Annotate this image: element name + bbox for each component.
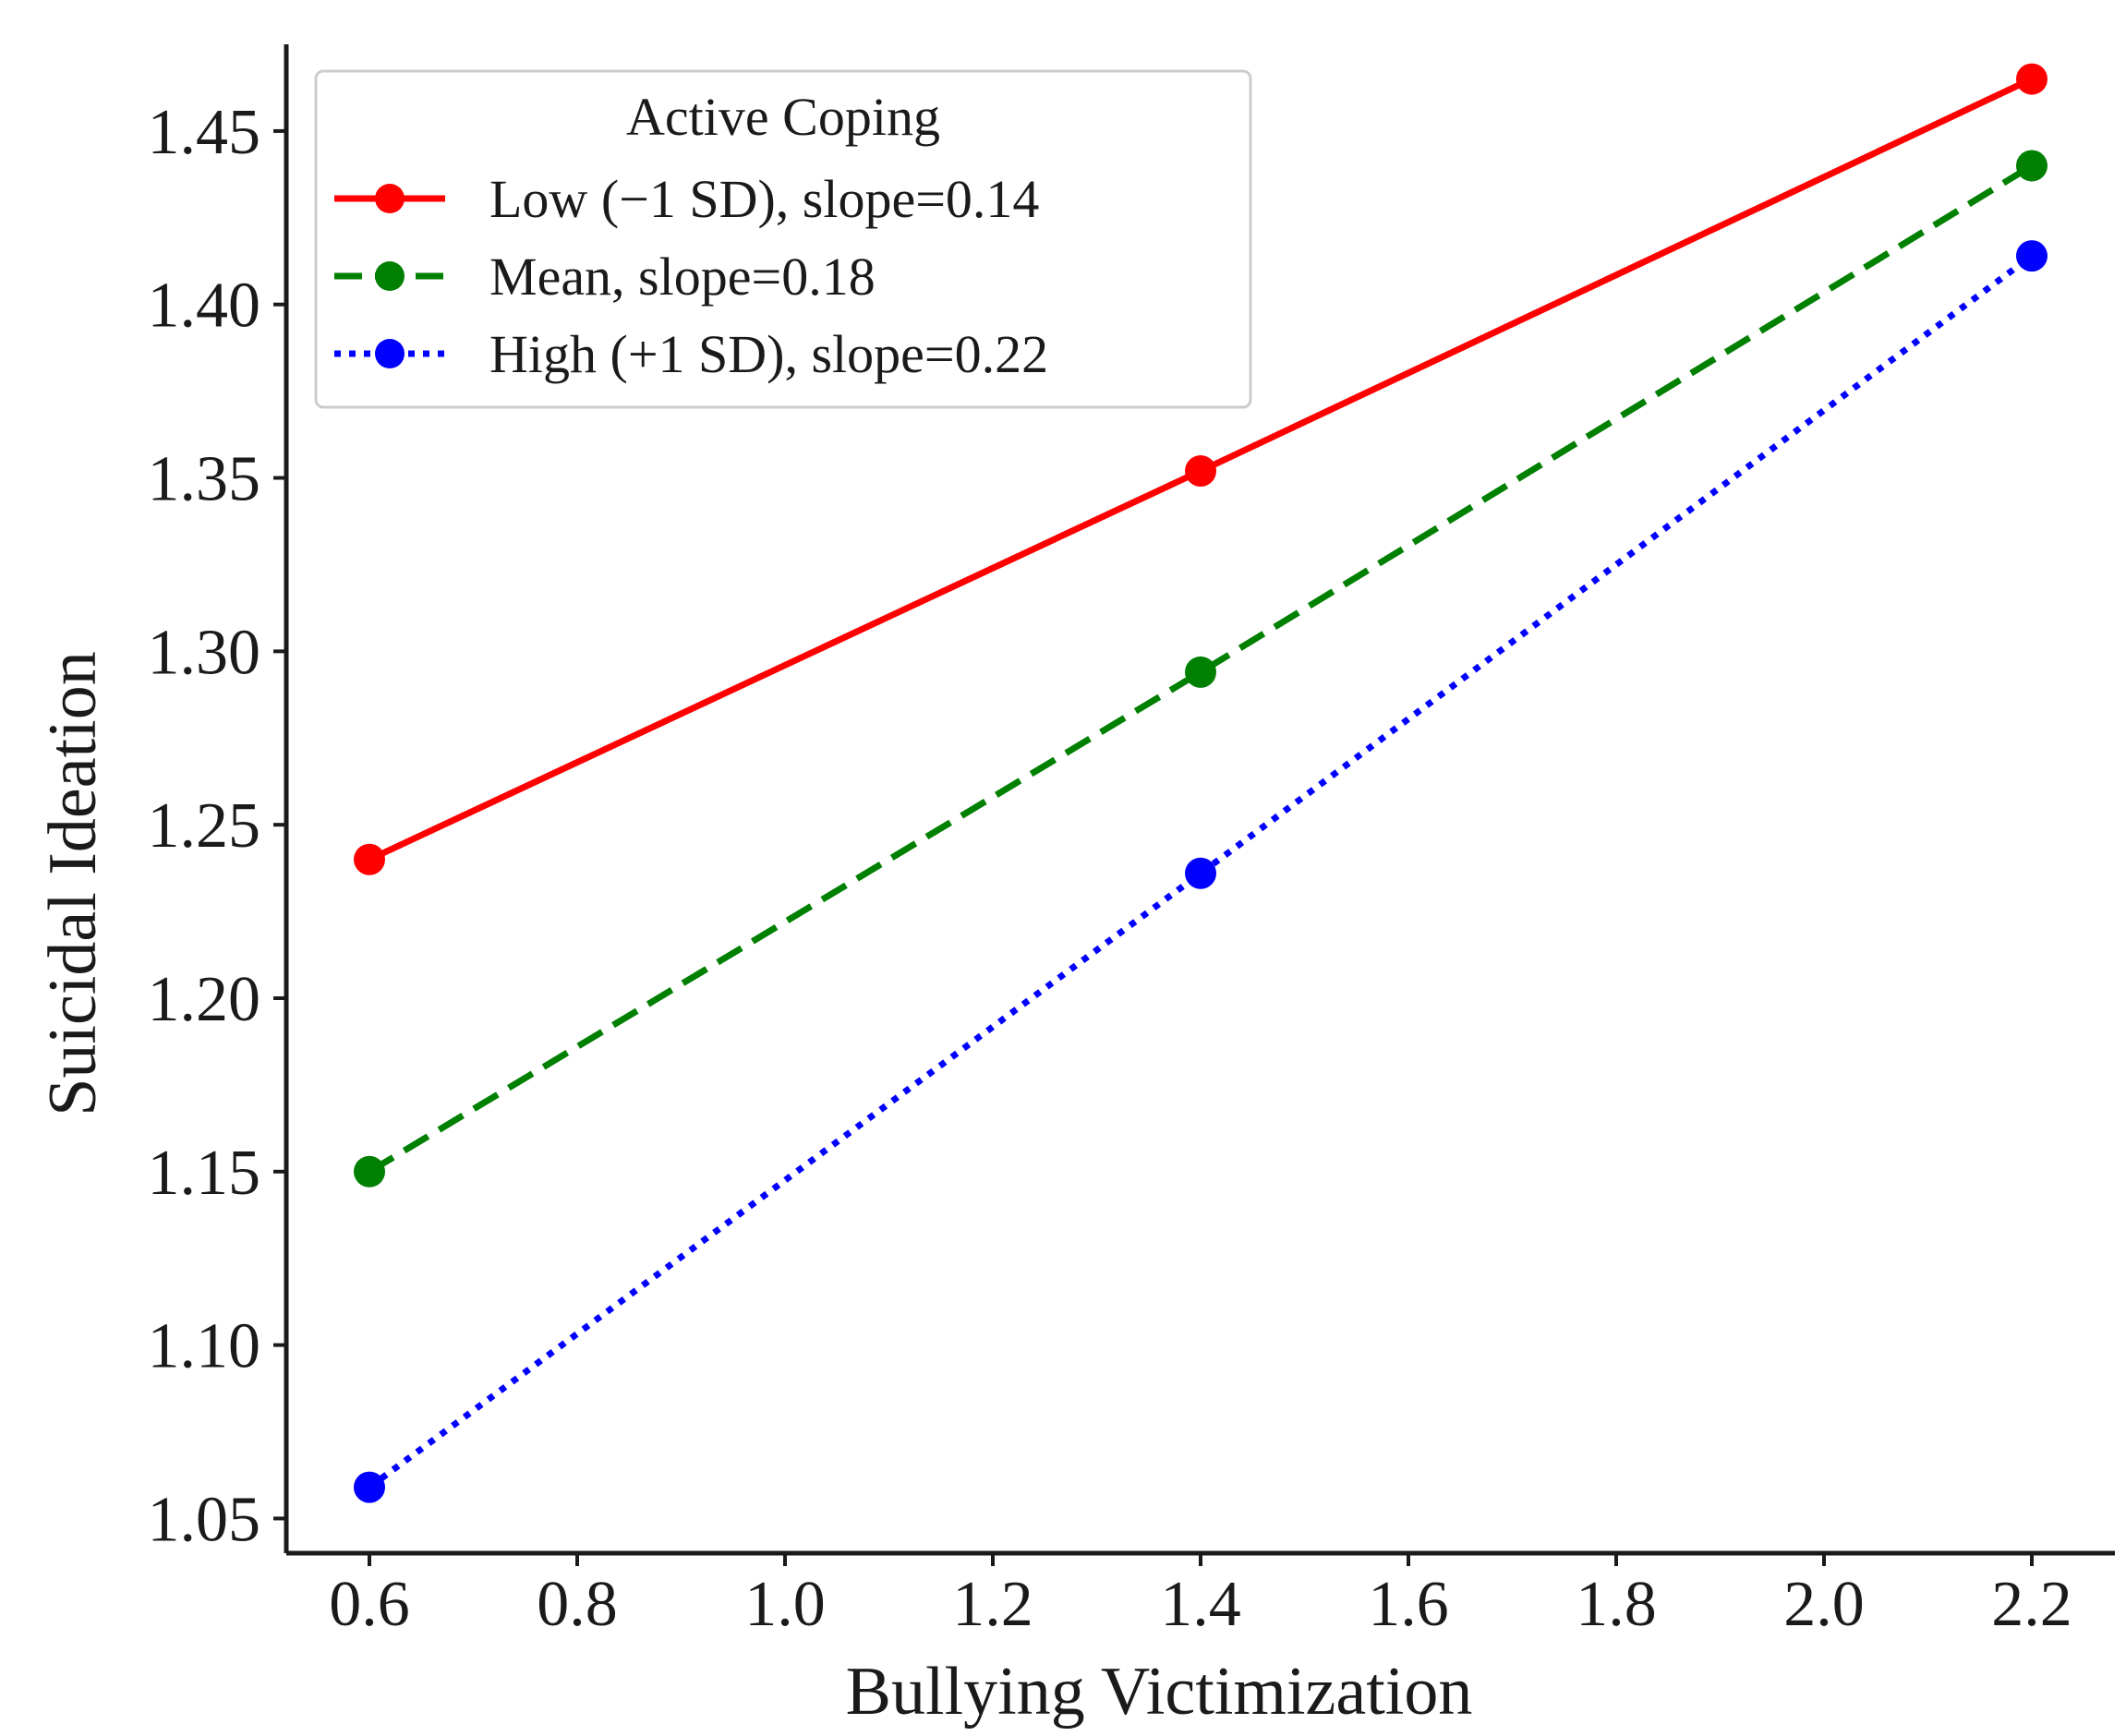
data-point [1185,455,1216,488]
series-line [367,253,2035,1490]
legend: Active Coping Low (−1 SD), slope=0.14 Mea… [314,69,1252,409]
y-tick-label: 1.30 [148,617,261,688]
x-tick-label: 2.2 [1991,1569,2072,1640]
y-ticks: 1.05 1.10 1.15 1.20 1.25 1.30 1.35 1.40 1.45 [148,97,286,1555]
y-tick-label: 1.05 [148,1484,261,1555]
x-tick-label: 1.4 [1160,1569,1241,1640]
legend-title: Active Coping [626,87,940,147]
data-point [1185,857,1216,889]
legend-frame [314,69,1252,409]
y-tick-label: 1.20 [148,964,261,1035]
legend-marker-swatch [375,184,405,213]
x-tick-label: 2.0 [1783,1569,1865,1640]
data-point [2016,240,2047,272]
x-tick-label: 0.6 [329,1569,410,1640]
y-tick-label: 1.40 [148,271,261,342]
x-tick-label: 1.6 [1368,1569,1449,1640]
y-tick-label: 1.25 [148,790,261,862]
legend-entry: Mean, slope=0.18 [334,247,876,307]
data-point [354,1155,385,1187]
legend-label: High (+1 SD), slope=0.22 [489,324,1048,384]
legend-label: Low (−1 SD), slope=0.14 [489,169,1039,229]
x-tick-label: 1.8 [1576,1569,1657,1640]
y-tick-label: 1.45 [148,97,261,168]
series-lines [354,63,2047,1503]
x-tick-label: 0.8 [537,1569,618,1640]
data-point [354,843,385,875]
legend-marker-swatch [375,261,405,291]
data-point [354,1471,385,1503]
data-point [2016,150,2047,182]
legend-label: Mean, slope=0.18 [489,247,876,307]
x-tick-label: 1.2 [952,1569,1033,1640]
y-tick-label: 1.35 [148,444,261,515]
y-tick-label: 1.15 [148,1138,261,1209]
legend-entries: Low (−1 SD), slope=0.14 Mean, slope=0.18 H… [334,169,1048,384]
y-tick-label: 1.10 [148,1311,261,1382]
data-point [2016,63,2047,95]
series-2 [354,240,2047,1503]
series-0 [354,63,2047,875]
x-tick-label: 1.0 [744,1569,826,1640]
x-axis-title: Bullying Victimization [846,1654,1473,1730]
y-axis-title: Suicidal Ideation [35,651,111,1115]
legend-entry: High (+1 SD), slope=0.22 [334,324,1048,384]
series-1 [354,150,2047,1187]
data-point [1185,656,1216,688]
legend-entry: Low (−1 SD), slope=0.14 [334,169,1039,229]
legend-marker-swatch [375,339,405,368]
x-ticks: 0.6 0.8 1.0 1.2 1.4 1.6 1.8 2.0 2.2 [329,1553,2072,1640]
